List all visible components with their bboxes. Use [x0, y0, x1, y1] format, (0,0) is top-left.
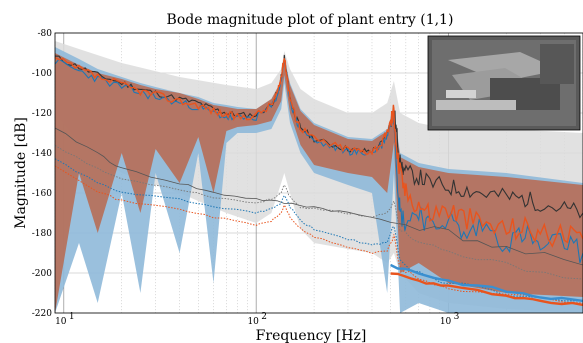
- x-tick-label: 10: [440, 317, 452, 327]
- plot-area: -80-100-120-140-160-180-200-220 10 1 10 2 10…: [32, 29, 583, 327]
- series-line-orange-thick: [390, 272, 583, 307]
- series-layer: [55, 41, 583, 313]
- y-tick-label: -220: [32, 309, 52, 319]
- x-tick-exponent: 1: [69, 312, 75, 322]
- y-tick-label: -140: [32, 149, 52, 159]
- plot-frame: [54, 32, 583, 314]
- y-tick-label: -80: [38, 29, 53, 39]
- y-tick-labels: -80 -100 -120 -140 -160 -180 -200 -220: [32, 29, 53, 319]
- series-dotted-gray: [55, 145, 583, 280]
- series-line-orange: [55, 56, 583, 248]
- y-tick-label: -180: [32, 229, 52, 239]
- series-dotted-orange: [55, 165, 583, 304]
- chart-title: Bode magnitude plot of plant entry (1,1): [167, 12, 454, 28]
- y-tick-label: -120: [32, 109, 52, 119]
- x-tick-exponent: 2: [261, 312, 267, 322]
- series-line-blue-thick: [390, 263, 583, 303]
- series-dotted-blue: [55, 158, 583, 302]
- x-tick-label: 10: [247, 317, 259, 327]
- series-line-dark-thin: [55, 127, 583, 266]
- inset-photo: [427, 35, 581, 131]
- y-tick-label: -100: [32, 69, 52, 79]
- x-tick-label: 10: [55, 317, 67, 327]
- x-tick-labels: 10 1 10 2 10 3: [55, 312, 460, 327]
- x-axis-label: Frequency [Hz]: [256, 328, 367, 343]
- y-axis-label: Magnitude [dB]: [13, 117, 29, 229]
- series-band-orange: [55, 53, 583, 313]
- x-tick-exponent: 3: [454, 312, 460, 322]
- y-tick-label: -160: [32, 189, 52, 199]
- y-tick-label: -200: [32, 269, 52, 279]
